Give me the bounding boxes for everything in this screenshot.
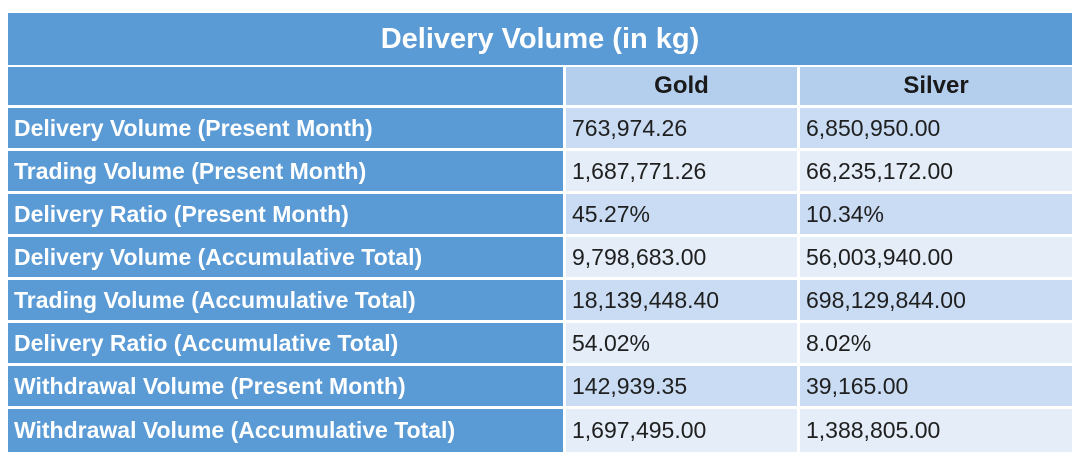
row-label: Trading Volume (Accumulative Total)	[8, 280, 566, 323]
silver-value: 6,850,950.00	[800, 108, 1073, 151]
column-header-silver: Silver	[800, 67, 1073, 108]
silver-value: 66,235,172.00	[800, 151, 1073, 194]
table-row: Trading Volume (Present Month) 1,687,771…	[8, 151, 1073, 194]
delivery-volume-table-container: Delivery Volume (in kg) Gold Silver Deli…	[8, 13, 1073, 452]
row-label: Withdrawal Volume (Accumulative Total)	[8, 409, 566, 452]
row-label: Trading Volume (Present Month)	[8, 151, 566, 194]
table-row: Delivery Volume (Present Month) 763,974.…	[8, 108, 1073, 151]
gold-value: 1,687,771.26	[566, 151, 800, 194]
row-label: Delivery Volume (Accumulative Total)	[8, 237, 566, 280]
silver-value: 1,388,805.00	[800, 409, 1073, 452]
silver-value: 10.34%	[800, 194, 1073, 237]
table-title: Delivery Volume (in kg)	[8, 13, 1073, 67]
gold-value: 18,139,448.40	[566, 280, 800, 323]
row-label: Withdrawal Volume (Present Month)	[8, 366, 566, 409]
table-row: Delivery Ratio (Present Month) 45.27% 10…	[8, 194, 1073, 237]
gold-value: 9,798,683.00	[566, 237, 800, 280]
table-row: Withdrawal Volume (Present Month) 142,93…	[8, 366, 1073, 409]
table-row: Withdrawal Volume (Accumulative Total) 1…	[8, 409, 1073, 452]
gold-value: 45.27%	[566, 194, 800, 237]
row-label: Delivery Ratio (Present Month)	[8, 194, 566, 237]
gold-value: 1,697,495.00	[566, 409, 800, 452]
table-row: Delivery Ratio (Accumulative Total) 54.0…	[8, 323, 1073, 366]
gold-value: 763,974.26	[566, 108, 800, 151]
table-row: Trading Volume (Accumulative Total) 18,1…	[8, 280, 1073, 323]
row-label: Delivery Ratio (Accumulative Total)	[8, 323, 566, 366]
silver-value: 698,129,844.00	[800, 280, 1073, 323]
header-blank-cell	[8, 67, 566, 108]
silver-value: 56,003,940.00	[800, 237, 1073, 280]
table-row: Delivery Volume (Accumulative Total) 9,7…	[8, 237, 1073, 280]
silver-value: 8.02%	[800, 323, 1073, 366]
delivery-volume-table: Delivery Volume (in kg) Gold Silver Deli…	[8, 13, 1073, 452]
column-header-gold: Gold	[566, 67, 800, 108]
gold-value: 142,939.35	[566, 366, 800, 409]
silver-value: 39,165.00	[800, 366, 1073, 409]
gold-value: 54.02%	[566, 323, 800, 366]
row-label: Delivery Volume (Present Month)	[8, 108, 566, 151]
